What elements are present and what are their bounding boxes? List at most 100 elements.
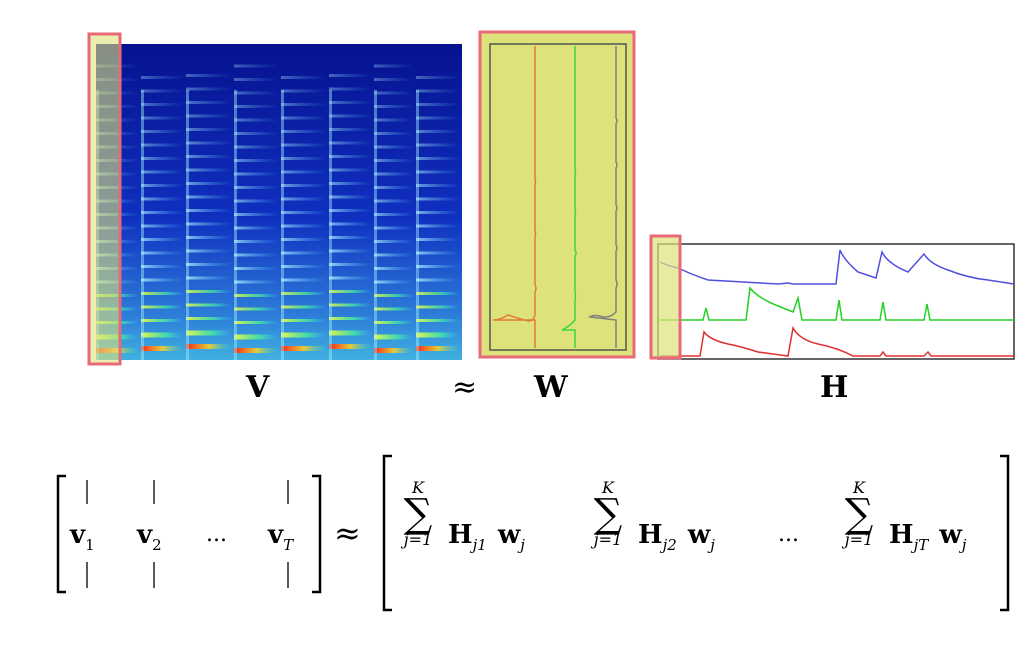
h-2-symbol: H: [638, 520, 663, 550]
w-2-subscript: j: [710, 536, 715, 554]
w-basis-orange: [492, 46, 537, 348]
spectrogram-harmonic-streak: [234, 199, 279, 203]
h-2-subscript: j2: [662, 536, 677, 554]
rhs-term-1-body: Hj1 wj: [448, 520, 525, 554]
h-activation-red: [660, 325, 1014, 357]
basis-matrix-w: [478, 30, 636, 359]
spectrogram-harmonic-streak: [329, 303, 372, 307]
spectrogram-harmonic-streak: [141, 238, 184, 241]
v-highlight-column: [87, 32, 122, 366]
sum-3-lower: j=1: [844, 530, 874, 549]
spectrogram-v: [87, 32, 462, 366]
spectrogram-harmonic-streak: [329, 317, 372, 320]
spectrogram-harmonic-streak: [374, 348, 414, 353]
spectrogram-harmonic-streak: [234, 78, 279, 81]
spectrogram-harmonic-streak: [374, 253, 414, 257]
h-highlight-column: [649, 234, 682, 360]
spectrogram-harmonic-streak: [186, 155, 232, 158]
label-v: V: [246, 370, 270, 405]
w-highlight: [478, 30, 636, 359]
spectrogram-onset: [374, 90, 377, 360]
spectrogram-harmonic-streak: [141, 346, 184, 351]
spectrogram-harmonic-streak: [141, 251, 184, 255]
spectrogram-harmonic-streak: [281, 305, 327, 309]
spectrogram-harmonic-streak: [141, 116, 184, 120]
w-3-subscript: j: [961, 536, 967, 554]
spectrogram-harmonic-streak: [281, 319, 327, 322]
spectrogram-harmonic-streak: [141, 184, 184, 187]
spectrogram-harmonic-streak: [281, 89, 327, 93]
rhs-term-2-sum: K ∑ j=1: [583, 480, 633, 548]
spectrogram-harmonic-streak: [374, 280, 414, 284]
spectrogram-harmonic-streak: [374, 267, 414, 270]
spectrogram-harmonic-streak: [374, 118, 414, 122]
spectrogram-harmonic-streak: [186, 114, 232, 118]
spectrogram-harmonic-streak: [234, 213, 279, 216]
spectrogram-harmonic-streak: [329, 101, 372, 104]
spectrogram-harmonic-streak: [141, 157, 184, 160]
spectrogram-harmonic-streak: [186, 74, 232, 77]
spectrogram-harmonic-streak: [329, 236, 372, 239]
spectrogram-onset: [281, 90, 284, 360]
spectrogram-harmonic-streak: [416, 265, 460, 268]
spectrogram-harmonic-streak: [186, 128, 232, 131]
spectrogram-harmonic-streak: [374, 186, 414, 189]
spectrogram-harmonic-streak: [416, 170, 460, 174]
spectrogram-onset: [329, 90, 332, 360]
spectrogram-harmonic-streak: [281, 211, 327, 214]
spectrogram-harmonic-streak: [141, 319, 184, 322]
spectrogram-harmonic-streak: [234, 159, 279, 162]
spectrogram-harmonic-streak: [329, 141, 372, 145]
h-activation-green: [660, 286, 1014, 321]
spectrogram-harmonic-streak: [141, 211, 184, 214]
lhs-brackets: [56, 474, 322, 594]
h-frame: [657, 243, 1015, 360]
vt-subscript: T: [283, 536, 294, 554]
spectrogram-harmonic-streak: [281, 157, 327, 160]
spectrogram-onset: [186, 90, 189, 360]
spectrogram-harmonic-streak: [329, 74, 372, 77]
spectrogram-harmonic-streak: [281, 76, 327, 79]
spectrogram-harmonic-streak: [374, 64, 414, 68]
spectrogram-harmonic-streak: [234, 105, 279, 108]
lhs-column-vt: vT: [268, 520, 293, 554]
spectrogram-harmonic-streak: [281, 346, 327, 351]
spectrogram-harmonic-streak: [329, 168, 372, 172]
spectrogram-harmonic-streak: [281, 116, 327, 120]
spectrogram-harmonic-streak: [416, 292, 460, 295]
spectrogram-harmonic-streak: [416, 130, 460, 133]
spectrogram-harmonic-streak: [186, 303, 232, 307]
spectrogram-harmonic-streak: [329, 290, 372, 293]
spectrogram-harmonic-streak: [141, 130, 184, 133]
spectrogram-harmonic-streak: [416, 278, 460, 282]
spectrogram-harmonic-streak: [141, 143, 184, 147]
v2-symbol: v: [137, 520, 153, 550]
rhs-term-1-sum: K ∑ j=1: [393, 480, 443, 548]
spectrogram-harmonic-streak: [416, 211, 460, 214]
spectrogram-harmonic-streak: [416, 332, 460, 338]
spectrogram-harmonic-streak: [329, 195, 372, 199]
spectrogram-harmonic-streak: [329, 114, 372, 118]
v1-symbol: v: [70, 520, 86, 550]
spectrogram-harmonic-streak: [234, 280, 279, 284]
rhs-term-3-sum: K ∑ j=1: [834, 480, 884, 548]
sigma-2: ∑: [593, 491, 623, 537]
spectrogram-harmonic-streak: [281, 224, 327, 228]
spectrogram-harmonic-streak: [416, 157, 460, 160]
spectrogram-harmonic-streak: [374, 294, 414, 297]
spectrogram-harmonic-streak: [416, 224, 460, 228]
spectrogram-harmonic-streak: [374, 226, 414, 230]
spectrogram-harmonic-streak: [186, 249, 232, 253]
spectrogram-harmonic-streak: [416, 319, 460, 322]
spectrogram-harmonic-streak: [281, 265, 327, 268]
lhs-column-v1: v1: [70, 520, 95, 554]
spectrogram-harmonic-streak: [329, 263, 372, 266]
spectrogram-onset: [234, 90, 237, 360]
spectrogram-harmonic-streak: [186, 276, 232, 280]
spectrogram-harmonic-streak: [374, 172, 414, 176]
spectrogram-harmonic-streak: [141, 265, 184, 268]
w-2-symbol: w: [687, 520, 711, 550]
spectrogram-harmonic-streak: [281, 278, 327, 282]
v1-subscript: 1: [85, 536, 95, 554]
spectrogram-harmonic-streak: [281, 184, 327, 187]
